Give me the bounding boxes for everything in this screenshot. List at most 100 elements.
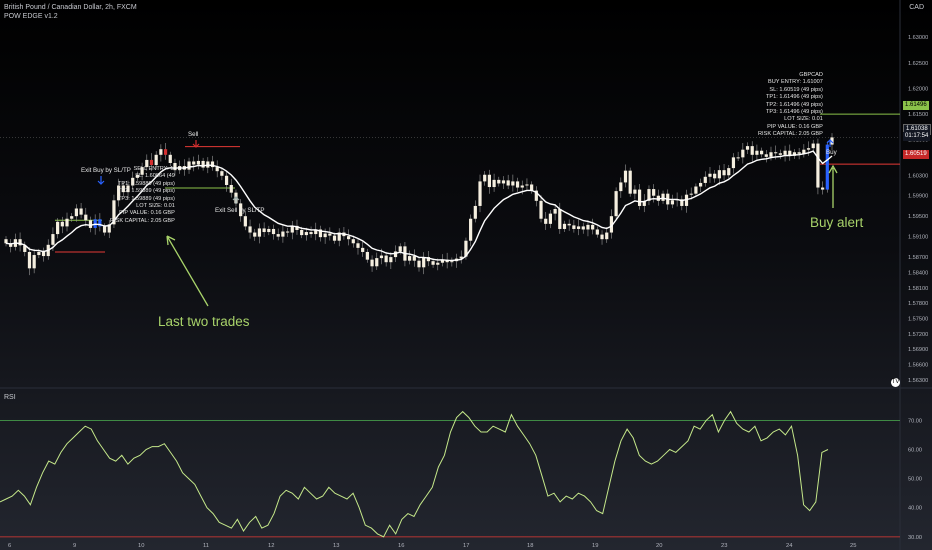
candle-body	[478, 181, 482, 206]
candle-body	[239, 203, 243, 217]
sell-info-line: TP1: 1.59889 (49 pips)	[117, 180, 175, 187]
price-tick-label: 1.62500	[908, 61, 928, 67]
candle-body	[102, 226, 107, 233]
exit-buy-label: Exit Buy by SL/TP	[81, 167, 131, 174]
candle-body	[558, 209, 562, 229]
candle-body	[548, 213, 553, 224]
candle-body	[149, 159, 154, 166]
candle-body	[656, 195, 660, 201]
date-label: 6	[8, 543, 11, 549]
candle-body	[271, 228, 276, 235]
candle-body	[741, 149, 745, 158]
price-tick-label: 1.58700	[908, 255, 928, 261]
candle-body	[825, 144, 829, 190]
date-label: 9	[73, 543, 76, 549]
candle-body	[689, 193, 693, 195]
price-tick-label: 1.57800	[908, 301, 928, 307]
candle-body	[802, 149, 806, 154]
candle-body	[408, 256, 412, 261]
candle-body	[440, 259, 445, 263]
candle-body	[422, 257, 426, 268]
price-tick-label: 1.59900	[908, 194, 928, 200]
candle-body	[642, 200, 646, 206]
candle-body	[126, 185, 130, 193]
sell-trade-info: SELL ENTRY: 1. SL: 1.60864 (49 TP1: 1.5988…	[110, 166, 175, 225]
candle-body	[647, 189, 651, 201]
date-label: 17	[463, 543, 469, 549]
candle-body	[37, 251, 41, 256]
candle-body	[412, 256, 416, 261]
candle-body	[173, 162, 177, 171]
candle-body	[159, 149, 163, 155]
candle-body	[525, 184, 529, 186]
candle-body	[337, 232, 341, 241]
date-label: 25	[850, 543, 856, 549]
candle-body	[384, 255, 388, 263]
candle-body	[70, 216, 74, 219]
candle-body	[243, 216, 247, 227]
candle-body	[436, 262, 440, 265]
candle-body	[745, 146, 750, 150]
candle-body	[473, 205, 477, 219]
sell-info-line: TP3: 1.59889 (49 pips)	[117, 195, 175, 202]
candle-body	[698, 182, 703, 187]
date-label: 23	[721, 543, 727, 549]
sell-info-line: TP2: 1.59889 (49 pips)	[117, 188, 175, 195]
moving-average-line	[5, 150, 833, 262]
candle-body	[253, 232, 257, 237]
last-two-trades-annotation: Last two trades	[158, 314, 250, 329]
price-tick-label: 1.59500	[908, 214, 928, 220]
buy-info-line: TP2: 1.61496 (49 pips)	[765, 101, 823, 108]
countdown-tag: 01:17:54	[903, 132, 931, 141]
candle-body	[257, 228, 262, 237]
candle-body	[680, 199, 684, 206]
candle-body	[760, 150, 764, 155]
buy-info-line: TP3: 1.61496 (49 pips)	[765, 109, 823, 116]
candle-body	[661, 193, 665, 201]
candle-body	[703, 176, 707, 183]
rsi-tick-label: 40.00	[908, 506, 922, 512]
tradingview-logo-icon[interactable]: TV	[891, 378, 900, 387]
candle-body	[117, 185, 121, 201]
exit-buy-arrow-icon	[97, 176, 105, 185]
buy-info-line: RISK CAPITAL: 2.05 GBP	[758, 131, 823, 138]
date-label: 12	[268, 543, 274, 549]
candle-body	[121, 185, 125, 193]
candle-body	[684, 194, 689, 206]
tp-price-tag: 1.61496	[903, 101, 929, 110]
candle-body	[267, 228, 271, 233]
candle-body	[464, 240, 468, 257]
candle-body	[792, 152, 797, 156]
candle-body	[694, 186, 698, 194]
candle-body	[755, 150, 759, 155]
candle-body	[515, 181, 520, 188]
candle-body	[41, 251, 46, 257]
candle-body	[285, 231, 290, 233]
candle-body	[637, 189, 642, 206]
candle-body	[774, 152, 778, 154]
candle-body	[731, 157, 736, 169]
candle-body	[56, 221, 60, 235]
candle-body	[652, 189, 656, 196]
candle-body	[717, 170, 721, 179]
candle-body	[187, 161, 191, 170]
candle-body	[544, 218, 548, 224]
candle-body	[520, 185, 524, 188]
candle-body	[84, 214, 88, 221]
candle-body	[506, 180, 510, 186]
candle-body	[576, 226, 581, 229]
candle-body	[323, 233, 327, 238]
candle-body	[469, 218, 473, 241]
candle-body	[534, 190, 538, 201]
price-tick-label: 1.61500	[908, 112, 928, 118]
price-tick-label: 1.60300	[908, 173, 928, 179]
candle-body	[4, 239, 8, 244]
candle-body	[135, 174, 140, 178]
candle-body	[304, 232, 308, 236]
sell-signal-label: Sell	[188, 131, 199, 138]
candle-body	[379, 255, 384, 259]
candle-body	[619, 182, 623, 192]
price-tick-label: 1.57500	[908, 316, 928, 322]
price-tick-label: 1.56300	[908, 378, 928, 384]
